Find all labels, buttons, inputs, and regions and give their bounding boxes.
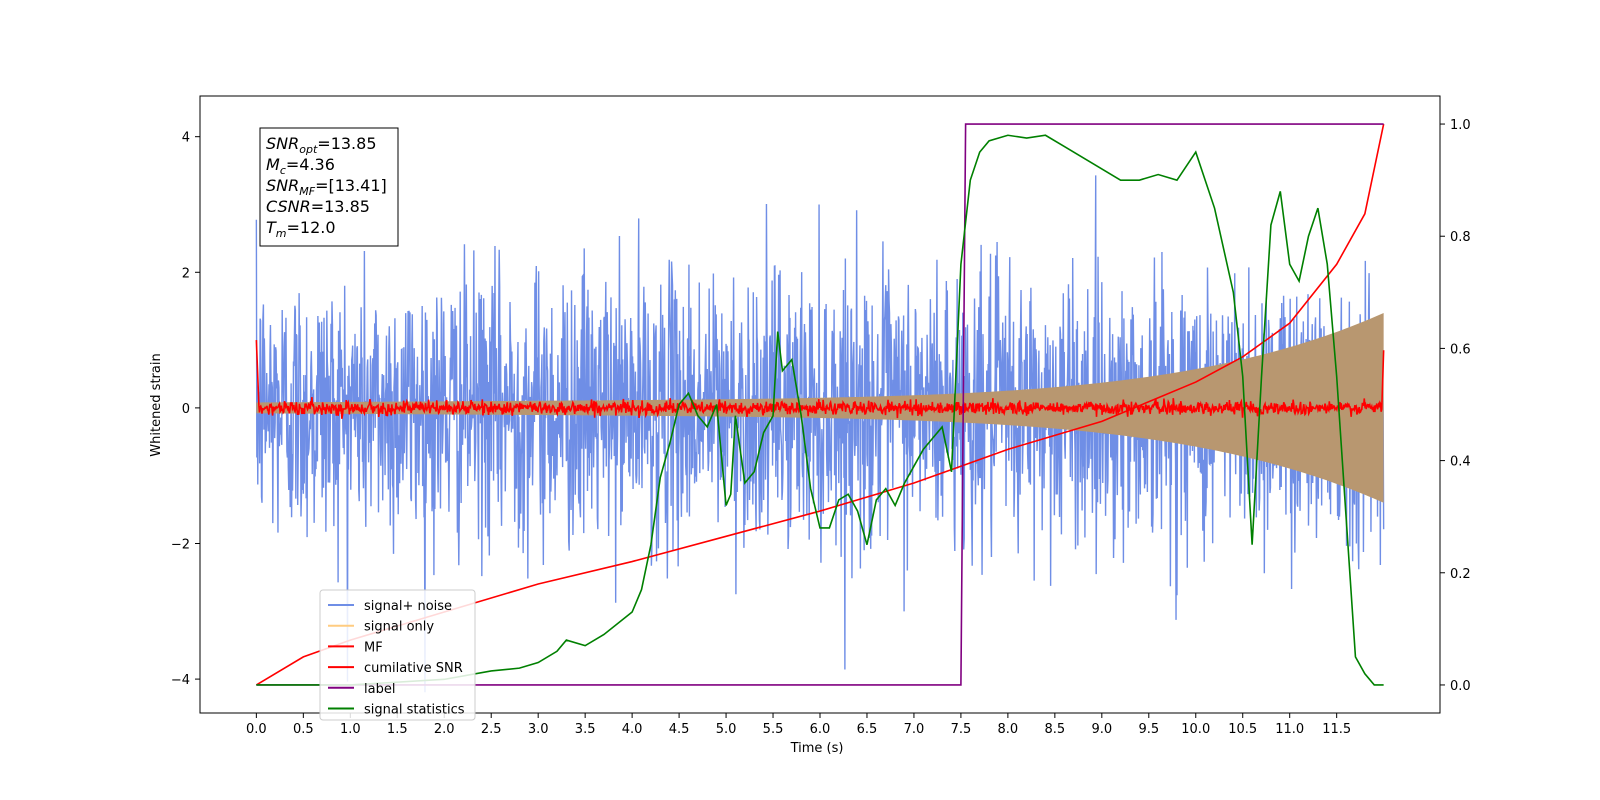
- y2-tick-label: 1.0: [1450, 118, 1471, 133]
- legend-label-mf: MF: [364, 640, 383, 655]
- series-label: [256, 123, 1384, 686]
- info-box-frame: [259, 127, 399, 247]
- x-tick-label: 0.0: [246, 722, 267, 737]
- x-tick-label: 4.5: [669, 722, 690, 737]
- x-tick-label: 7.0: [904, 722, 925, 737]
- legend: signal+ noise signal only MF cumilative SNR…: [319, 589, 476, 721]
- x-tick-label: 3.5: [575, 722, 596, 737]
- x-axis-label: Time (s): [790, 741, 844, 756]
- y-axis-ticks: 4 2 0 −2 −4: [171, 131, 200, 688]
- info-line-3: SNRMF=[13.41]: [266, 176, 387, 198]
- y2-tick-label: 0.8: [1450, 230, 1471, 245]
- x-tick-label: 5.0: [716, 722, 737, 737]
- x-tick-label: 10.0: [1181, 722, 1210, 737]
- x-tick-label: 4.0: [622, 722, 643, 737]
- legend-label-signal-statistics: signal statistics: [364, 703, 465, 718]
- x-tick-label: 9.5: [1138, 722, 1159, 737]
- info-line-4: CSNR=13.85: [266, 197, 370, 216]
- y2-tick-label: 0.6: [1450, 342, 1471, 357]
- x-tick-label: 7.5: [951, 722, 972, 737]
- x-tick-label: 8.0: [998, 722, 1019, 737]
- info-line-2: Mc=4.36: [266, 155, 335, 177]
- y2-axis-ticks: 1.0 0.8 0.6 0.4 0.2 0.0: [1440, 118, 1471, 694]
- x-axis-ticks: 0.0 0.5 1.0 1.5 2.0 2.5 3.0 3.5 4.0 4.5 5.0 5.5 6.0 6…: [246, 713, 1351, 737]
- legend-label-cumilative-snr: cumilative SNR: [364, 661, 463, 676]
- series-signal-statistics: [256, 134, 1384, 686]
- y-tick-label: −4: [171, 673, 190, 688]
- x-tick-label: 2.0: [434, 722, 455, 737]
- x-tick-label: 1.0: [340, 722, 361, 737]
- series-mf: [255, 340, 1385, 419]
- legend-label-signal-noise: signal+ noise: [364, 599, 452, 614]
- y-tick-label: 0: [182, 402, 190, 417]
- y2-tick-label: 0.0: [1450, 679, 1471, 694]
- x-tick-label: 2.5: [481, 722, 502, 737]
- y-tick-label: −2: [171, 537, 190, 552]
- x-tick-label: 8.5: [1045, 722, 1066, 737]
- series-signal-noise: [255, 175, 1385, 693]
- x-tick-label: 11.5: [1322, 722, 1351, 737]
- x-tick-label: 3.0: [528, 722, 549, 737]
- x-tick-label: 10.5: [1228, 722, 1257, 737]
- x-tick-label: 9.0: [1091, 722, 1112, 737]
- info-line-1: SNRopt=13.85: [266, 134, 377, 156]
- x-tick-label: 6.5: [857, 722, 878, 737]
- y2-tick-label: 0.2: [1450, 567, 1471, 582]
- info-line-5: Tm=12.0: [266, 218, 336, 240]
- legend-frame: [319, 589, 476, 721]
- info-annotation-box: SNRopt=13.85Mc=4.36SNRMF=[13.41]CSNR=13.…: [259, 127, 399, 247]
- y2-tick-label: 0.4: [1450, 455, 1471, 470]
- legend-label-signal-only: signal only: [364, 620, 434, 635]
- x-tick-label: 0.5: [293, 722, 314, 737]
- x-tick-label: 11.0: [1275, 722, 1304, 737]
- y-tick-label: 2: [182, 266, 190, 281]
- y-axis-label: Whitened strain: [149, 353, 164, 456]
- x-tick-label: 5.5: [763, 722, 784, 737]
- x-tick-label: 6.0: [810, 722, 831, 737]
- x-tick-label: 1.5: [387, 722, 408, 737]
- legend-label-label: label: [364, 682, 395, 697]
- y-tick-label: 4: [182, 131, 190, 146]
